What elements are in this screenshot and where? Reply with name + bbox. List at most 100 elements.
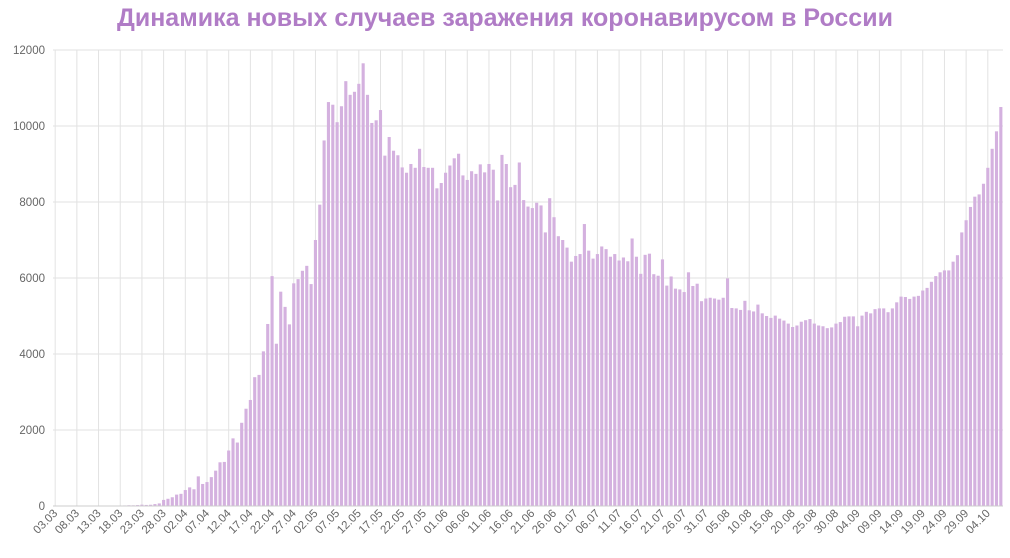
bar bbox=[509, 187, 513, 506]
bar bbox=[895, 302, 899, 506]
bar bbox=[604, 249, 608, 506]
bar bbox=[626, 261, 630, 506]
bar bbox=[287, 324, 291, 506]
y-tick-label: 12000 bbox=[13, 45, 45, 57]
bar bbox=[209, 477, 213, 506]
bar bbox=[747, 310, 751, 506]
bar bbox=[535, 202, 539, 506]
bar bbox=[339, 106, 344, 507]
bar bbox=[921, 290, 925, 506]
bar bbox=[257, 374, 261, 506]
bar bbox=[643, 254, 647, 506]
bar bbox=[201, 483, 205, 506]
bar bbox=[691, 285, 695, 506]
bar bbox=[717, 299, 721, 506]
bar bbox=[864, 311, 868, 506]
bar bbox=[270, 276, 274, 506]
bar bbox=[825, 328, 829, 506]
bar bbox=[851, 316, 855, 506]
y-tick-label: 0 bbox=[39, 501, 45, 513]
bar bbox=[873, 309, 877, 506]
bar bbox=[721, 297, 725, 506]
bar bbox=[595, 254, 599, 506]
bar bbox=[574, 255, 578, 506]
bar bbox=[778, 318, 782, 506]
bar bbox=[214, 470, 218, 506]
bar bbox=[734, 308, 738, 506]
bar bbox=[279, 291, 283, 506]
bar bbox=[882, 308, 886, 506]
bar bbox=[929, 281, 933, 506]
bar bbox=[166, 498, 170, 506]
bar bbox=[218, 462, 222, 506]
bar bbox=[261, 351, 265, 506]
bar bbox=[409, 164, 413, 506]
bar bbox=[543, 232, 547, 506]
bar bbox=[439, 183, 443, 506]
bar bbox=[248, 399, 252, 506]
bar bbox=[404, 172, 409, 507]
bar bbox=[704, 298, 708, 506]
bar bbox=[903, 297, 907, 506]
bar bbox=[799, 321, 803, 506]
bar bbox=[149, 504, 153, 506]
bar bbox=[240, 422, 244, 506]
bar bbox=[487, 164, 491, 506]
bar bbox=[738, 309, 743, 506]
bar bbox=[860, 315, 864, 506]
bar bbox=[990, 148, 994, 507]
bar bbox=[500, 154, 504, 506]
y-tick-label: 8000 bbox=[19, 197, 45, 209]
bar bbox=[977, 194, 981, 506]
bar bbox=[916, 295, 920, 506]
bar bbox=[322, 140, 326, 506]
bar bbox=[496, 200, 500, 507]
bar bbox=[847, 316, 851, 506]
bar bbox=[196, 476, 200, 506]
bar bbox=[786, 323, 790, 506]
bar bbox=[752, 311, 756, 506]
bar bbox=[370, 122, 374, 507]
bar bbox=[673, 288, 678, 506]
bar bbox=[561, 240, 565, 506]
y-tick-label: 10000 bbox=[13, 121, 45, 133]
bar bbox=[960, 232, 964, 506]
bar bbox=[968, 206, 973, 506]
bar bbox=[886, 312, 890, 506]
bar bbox=[452, 158, 456, 507]
bar bbox=[838, 322, 842, 506]
chart-title: Динамика новых случаев заражения коронав… bbox=[117, 4, 893, 32]
bar bbox=[587, 250, 591, 506]
bar bbox=[530, 208, 534, 506]
bar bbox=[565, 247, 569, 506]
bar bbox=[669, 276, 673, 506]
bar bbox=[869, 313, 873, 506]
bar bbox=[357, 83, 361, 506]
bar bbox=[760, 313, 764, 506]
bar bbox=[374, 120, 378, 507]
bar bbox=[352, 91, 357, 507]
bar bbox=[856, 326, 860, 506]
bar bbox=[205, 482, 209, 506]
bar bbox=[591, 258, 595, 506]
bar bbox=[326, 102, 331, 506]
bar bbox=[756, 304, 760, 506]
bar bbox=[344, 81, 348, 506]
bar bbox=[938, 272, 942, 506]
bar bbox=[235, 442, 239, 506]
bar bbox=[431, 167, 435, 507]
bar bbox=[556, 236, 560, 506]
bar bbox=[348, 94, 352, 506]
bar bbox=[817, 325, 821, 506]
bar bbox=[444, 172, 448, 507]
bar bbox=[773, 315, 777, 506]
x-tick-label: 06.06 bbox=[444, 508, 473, 537]
bar bbox=[877, 308, 881, 506]
bar bbox=[140, 504, 144, 506]
bar bbox=[413, 167, 417, 507]
bar bbox=[153, 504, 157, 506]
bar bbox=[318, 204, 322, 506]
bar bbox=[630, 238, 634, 507]
y-tick-label: 2000 bbox=[19, 425, 45, 437]
bar bbox=[660, 259, 665, 506]
